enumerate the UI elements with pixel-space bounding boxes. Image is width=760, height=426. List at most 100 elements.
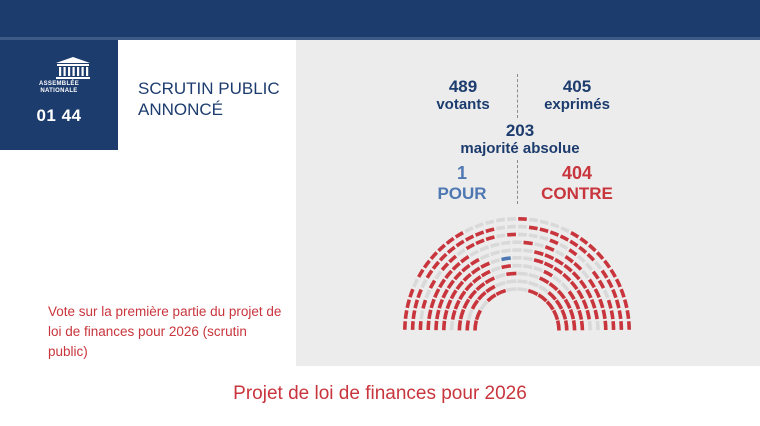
seat-segment xyxy=(489,242,500,248)
seat-segment xyxy=(458,308,466,320)
pour-label: POUR xyxy=(437,184,487,203)
seat-segment xyxy=(609,310,615,320)
seat-segment xyxy=(619,288,626,298)
stat-exprimes: 405 exprimés xyxy=(527,77,627,114)
seat-segment xyxy=(548,281,559,292)
seat-segment xyxy=(585,309,592,320)
description-panel xyxy=(0,150,296,366)
seat-segment xyxy=(485,235,495,242)
seat-segment xyxy=(538,284,549,294)
seat-segment xyxy=(523,248,533,254)
seat-segment xyxy=(469,249,480,258)
footer-title: Projet de loi de finances pour 2026 xyxy=(233,383,527,404)
seat-segment xyxy=(603,259,612,269)
majorite-label: majorité absolue xyxy=(460,140,580,157)
contre-label: CONTRE xyxy=(541,184,613,203)
seat-segment xyxy=(485,219,495,226)
seat-segment xyxy=(458,290,467,301)
seat-segment xyxy=(545,300,555,311)
seat-segment xyxy=(517,287,528,293)
seat-segment xyxy=(609,268,617,278)
seat-segment xyxy=(598,298,605,309)
top-bar xyxy=(0,0,760,37)
seat-segment xyxy=(427,309,433,320)
seat-segment xyxy=(539,219,549,226)
seat-segment xyxy=(429,298,436,309)
seat-segment xyxy=(440,262,450,272)
seat-segment xyxy=(543,269,554,278)
seat-segment xyxy=(484,276,496,285)
seat-segment xyxy=(469,257,480,266)
seat-segment xyxy=(584,262,594,272)
seat-segment xyxy=(441,288,449,299)
seat-segment xyxy=(501,264,512,270)
vote-description: Vote sur la première partie du projet de… xyxy=(48,304,282,359)
pour-value: 1 xyxy=(456,163,467,183)
seat-segment xyxy=(602,289,610,299)
seat-segment xyxy=(603,320,608,331)
seat-segment xyxy=(442,320,447,331)
seat-segment xyxy=(465,242,475,251)
seat-segment xyxy=(597,279,606,289)
seat-segment xyxy=(496,233,506,239)
seat-segment xyxy=(474,230,485,237)
seat-segment xyxy=(416,288,423,299)
seat-segment xyxy=(587,243,597,253)
seat-segment xyxy=(560,282,570,292)
seat-segment xyxy=(419,310,425,320)
seat-segment xyxy=(543,261,554,269)
seat-segment xyxy=(547,291,557,301)
seat-segment xyxy=(462,272,472,282)
seat-segment xyxy=(495,288,507,296)
stat-contre: 404 CONTRE xyxy=(527,163,627,204)
seat-segment xyxy=(581,269,590,280)
seat-segment xyxy=(559,242,569,251)
seat-segment xyxy=(485,284,496,294)
seat-segment xyxy=(442,309,449,320)
seat-segment xyxy=(523,256,533,262)
stat-votants: 489 votants xyxy=(418,77,508,114)
assemblee-building-icon xyxy=(56,57,90,79)
seat-segment xyxy=(477,291,487,301)
seat-segment xyxy=(448,254,458,264)
seat-segment xyxy=(569,280,579,291)
contre-value: 404 xyxy=(561,163,593,183)
seat-segment xyxy=(601,309,607,320)
seat-segment xyxy=(501,256,511,262)
seat-segment xyxy=(553,266,564,275)
seat-segment xyxy=(585,288,593,299)
seat-segment xyxy=(446,279,456,290)
seat-segment xyxy=(587,320,592,331)
clock: 01 44 xyxy=(36,106,82,125)
seat-segment xyxy=(625,309,631,319)
seat-segment xyxy=(451,261,461,271)
seat-segment xyxy=(614,278,622,288)
seat-segment xyxy=(571,271,581,281)
seat-segment xyxy=(464,234,475,242)
seat-segment xyxy=(485,227,495,234)
seat-segment xyxy=(576,289,585,300)
seat-segment xyxy=(549,230,560,237)
seat-segment xyxy=(539,227,549,234)
seat-segment xyxy=(587,278,596,289)
seat-segment xyxy=(528,233,538,239)
seat-segment xyxy=(568,248,578,257)
seat-segment xyxy=(449,289,458,300)
seat-segment xyxy=(501,248,511,254)
seat-segment xyxy=(581,299,589,310)
seat-segment xyxy=(544,245,555,252)
seat-segment xyxy=(593,288,601,299)
seat-segment xyxy=(506,287,517,293)
seat-segment xyxy=(460,255,470,264)
seat-segment xyxy=(554,249,565,258)
seat-segment xyxy=(446,245,456,255)
seat-segment xyxy=(450,309,457,320)
seat-segment xyxy=(534,242,545,248)
footer-banner: Projet de loi de finances pour 2026 xyxy=(0,366,760,426)
stat-pour: 1 POUR xyxy=(420,163,504,204)
seat-segment xyxy=(464,282,474,292)
assemblee-logo-box: ASSEMBLÉE NATIONALE 01 44 xyxy=(0,40,118,150)
seat-segment xyxy=(554,299,564,310)
seat-segment xyxy=(539,235,549,242)
seat-segment xyxy=(437,298,445,309)
